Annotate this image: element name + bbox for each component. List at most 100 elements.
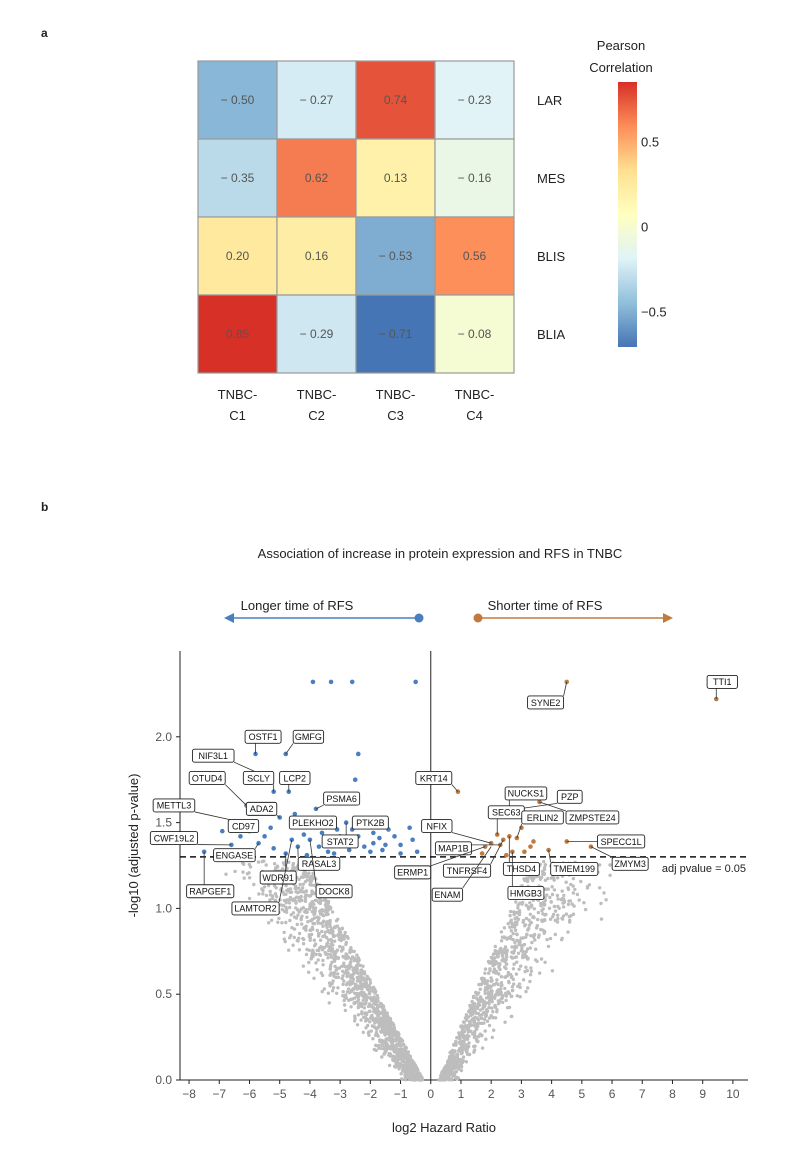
nonsig-point <box>566 902 571 907</box>
nonsig-point <box>479 999 483 1003</box>
nonsig-point <box>526 907 531 911</box>
nonsig-point <box>288 905 292 910</box>
gene-label: GMFG <box>295 732 322 742</box>
heatmap-row-label: BLIS <box>537 249 566 264</box>
nonsig-point <box>608 873 612 877</box>
nonsig-point <box>406 1060 410 1064</box>
nonsig-point <box>325 925 329 929</box>
nonsig-point <box>466 1015 471 1019</box>
nonsig-point <box>363 996 368 1000</box>
nonsig-point <box>252 882 256 887</box>
nonsig-point <box>460 1047 464 1051</box>
gene-label-box <box>213 848 256 863</box>
nonsig-point <box>538 971 542 975</box>
nonsig-point <box>310 917 315 922</box>
nonsig-point <box>292 915 297 919</box>
nonsig-point <box>479 976 484 981</box>
nonsig-point <box>413 1068 417 1072</box>
gene-label-box <box>442 863 492 878</box>
nonsig-point <box>268 889 272 894</box>
nonsig-point <box>456 1049 461 1053</box>
nonsig-point <box>487 1023 492 1028</box>
nonsig-point <box>512 962 516 966</box>
nonsig-point <box>444 1064 449 1069</box>
nonsig-point <box>455 1036 459 1040</box>
nonsig-point <box>447 1056 452 1060</box>
gene-label-box <box>611 856 649 871</box>
y-tick-label: 0.0 <box>155 1073 172 1087</box>
nonsig-point <box>575 892 580 897</box>
colorbar-tick-label: −0.5 <box>641 304 667 319</box>
nonsig-point <box>492 952 496 956</box>
nonsig-point <box>275 864 280 868</box>
nonsig-point <box>376 1009 380 1013</box>
nonsig-point <box>295 938 299 943</box>
nonsig-point <box>321 958 325 963</box>
nonsig-point <box>328 952 332 957</box>
sig-point-negative <box>383 842 388 848</box>
gene-label-box <box>706 674 738 689</box>
nonsig-point <box>451 1063 455 1067</box>
nonsig-point <box>480 1046 485 1050</box>
nonsig-point <box>266 883 271 888</box>
nonsig-point <box>349 1005 353 1009</box>
nonsig-point <box>318 909 322 914</box>
nonsig-point <box>337 932 341 937</box>
nonsig-point <box>284 905 288 910</box>
nonsig-point <box>453 1050 457 1054</box>
nonsig-point <box>488 996 493 1001</box>
gene-label: RAPGEF1 <box>189 887 231 897</box>
nonsig-point <box>490 1035 494 1040</box>
nonsig-point <box>439 1078 443 1082</box>
nonsig-point <box>301 872 305 876</box>
nonsig-point <box>342 979 346 983</box>
gene-label: PLEKHO2 <box>292 818 334 828</box>
nonsig-point <box>387 1027 391 1031</box>
nonsig-point <box>587 883 592 887</box>
nonsig-point <box>548 895 552 900</box>
nonsig-point <box>365 984 370 988</box>
nonsig-point <box>450 1053 454 1057</box>
nonsig-point <box>457 1057 462 1062</box>
gene-label: ADA2 <box>250 804 274 814</box>
gene-label-box <box>323 791 361 806</box>
gene-label: ENAM <box>434 890 460 900</box>
nonsig-point <box>341 982 345 987</box>
nonsig-point <box>527 923 532 927</box>
nonsig-point <box>391 1054 395 1058</box>
nonsig-point <box>349 957 353 961</box>
nonsig-point <box>316 919 320 924</box>
nonsig-point <box>503 1020 507 1024</box>
nonsig-point <box>384 1037 389 1041</box>
nonsig-point <box>293 886 297 891</box>
gene-label-box <box>504 786 548 801</box>
nonsig-point <box>481 1011 486 1015</box>
colorbar: Pearson Correlation 0.5 0 −0.5 <box>589 38 667 347</box>
nonsig-point <box>455 1075 459 1079</box>
x-tick-label: −7 <box>212 1087 226 1101</box>
nonsig-point <box>510 945 514 949</box>
nonsig-point <box>569 882 573 887</box>
nonsig-point <box>475 1039 480 1044</box>
nonsig-point <box>394 1047 399 1051</box>
gene-label: SEC63 <box>492 808 521 818</box>
nonsig-point <box>360 972 364 976</box>
nonsig-point <box>356 957 361 961</box>
nonsig-point <box>297 931 302 936</box>
nonsig-point <box>328 905 332 909</box>
nonsig-point <box>487 1016 492 1020</box>
nonsig-point <box>509 994 513 999</box>
nonsig-point <box>286 889 290 893</box>
gene-label-box <box>245 801 278 816</box>
nonsig-point <box>224 872 228 876</box>
heatmap-row-label: LAR <box>537 93 562 108</box>
gene-label-box <box>421 819 453 833</box>
nonsig-point <box>561 914 566 918</box>
gene-label: RASAL3 <box>302 859 337 869</box>
nonsig-point <box>302 926 306 930</box>
shorter-rfs-arrow-origin <box>473 613 483 623</box>
nonsig-point <box>528 973 533 977</box>
nonsig-point <box>475 1022 479 1026</box>
nonsig-point <box>268 898 272 902</box>
heatmap-cell <box>276 60 357 140</box>
